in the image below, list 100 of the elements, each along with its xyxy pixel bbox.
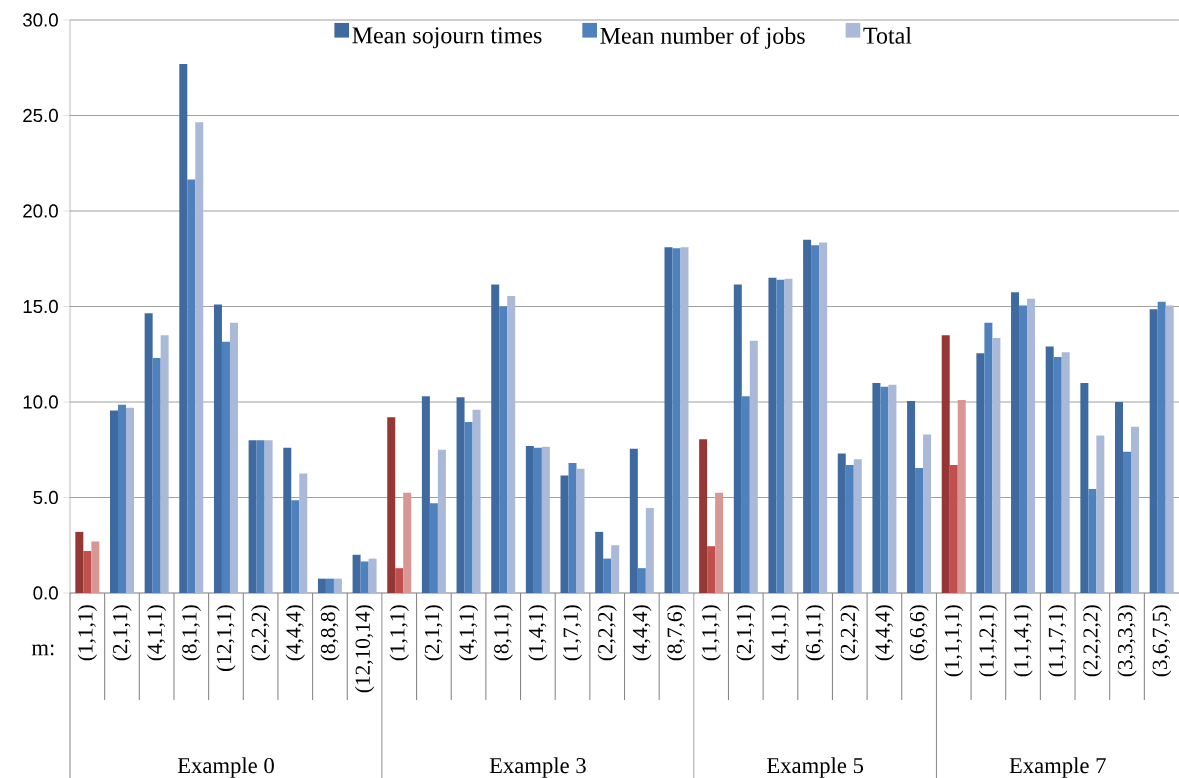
bar <box>352 554 361 593</box>
bar <box>525 445 534 593</box>
bar <box>715 492 724 593</box>
bar <box>1080 382 1089 593</box>
bar <box>152 358 161 593</box>
bar <box>429 503 438 593</box>
bar <box>1157 301 1166 593</box>
x-tick-label: (1,1,1) <box>77 605 98 661</box>
bar <box>325 578 334 593</box>
bar <box>1123 451 1132 593</box>
x-tick-label: (1,1,1) <box>389 605 409 661</box>
x-tick-label: (2,1,1) <box>424 605 444 661</box>
bar <box>568 463 577 593</box>
bar <box>395 568 404 593</box>
x-tick-label: (2,1,1) <box>112 605 132 661</box>
bar <box>629 448 638 593</box>
bar <box>784 278 793 593</box>
bar <box>603 558 612 593</box>
x-tick-label: (1,1,1,1) <box>944 605 964 677</box>
bar <box>803 239 812 593</box>
bar <box>776 279 785 593</box>
bar <box>707 546 716 593</box>
bar <box>541 446 550 593</box>
bar <box>819 242 828 593</box>
bar <box>368 558 377 593</box>
bar <box>741 396 750 593</box>
bar <box>1011 292 1020 593</box>
legend-label: Mean number of jobs <box>600 26 805 49</box>
x-tick-label: (4,4,4) <box>285 605 305 661</box>
bar <box>160 335 169 593</box>
y-tick-label: 10.0 <box>23 395 58 409</box>
bar <box>637 568 646 593</box>
bar <box>299 473 308 593</box>
text: Example 3 <box>489 757 586 778</box>
bar <box>144 313 153 593</box>
bar <box>853 459 862 593</box>
x-tick-label: (1,1,7,1) <box>1048 605 1068 677</box>
bar <box>499 306 508 593</box>
text: Example 5 <box>766 757 864 778</box>
text: Example 0 <box>177 757 274 778</box>
x-tick-label: (4,4,4) <box>632 605 652 661</box>
bar <box>907 401 916 593</box>
y-tick-label: 30.0 <box>23 13 58 27</box>
y-tick-label: 20.0 <box>23 204 58 218</box>
x-tick-label: (3,6,7,5) <box>1152 605 1172 677</box>
legend-label: Total <box>863 26 912 44</box>
bar <box>976 353 985 593</box>
bar <box>256 440 265 593</box>
bar <box>1027 298 1036 593</box>
bar <box>464 422 473 593</box>
bar <box>992 338 1001 593</box>
bar <box>872 382 881 593</box>
bar <box>576 468 585 593</box>
bar <box>1149 309 1158 593</box>
bar <box>1053 357 1062 593</box>
bar <box>1096 435 1105 593</box>
bar <box>333 578 342 593</box>
x-tick-label: (12,10,14) <box>354 605 375 693</box>
bar <box>264 440 273 593</box>
x-tick-label: (6,6,6) <box>909 605 929 661</box>
bar <box>699 439 708 593</box>
bar <box>507 295 516 593</box>
bar <box>229 322 238 593</box>
bar <box>421 396 430 593</box>
x-axis-title: m: <box>31 644 54 656</box>
x-tick-label: (8,1,1) <box>493 605 513 661</box>
bar <box>1045 346 1054 593</box>
bar <box>83 550 92 593</box>
y-tick-label: 15.0 <box>23 299 58 314</box>
bar <box>221 341 230 593</box>
x-tick-label: (1,1,4,1) <box>1013 605 1033 677</box>
bar <box>915 467 924 593</box>
x-tick-label: (2,2,2) <box>840 605 860 661</box>
bar <box>768 277 777 593</box>
x-tick-label: (4,1,1) <box>770 605 791 661</box>
bar <box>291 500 300 593</box>
x-tick-label: (3,3,3,3) <box>1117 605 1137 677</box>
bar <box>456 397 465 593</box>
x-tick-label: (2,2,2,2) <box>1082 605 1103 677</box>
legend-label: Mean sojourn times <box>352 27 542 49</box>
bar <box>560 475 569 593</box>
y-tick-label: 5.0 <box>33 490 58 505</box>
bar <box>187 179 196 593</box>
bar <box>1088 488 1097 593</box>
bar <box>837 453 846 593</box>
bar <box>179 63 188 593</box>
bar <box>248 440 257 593</box>
bar <box>595 531 604 593</box>
text: Example 7 <box>1009 757 1106 778</box>
bar <box>984 322 993 593</box>
bar <box>472 409 481 593</box>
x-tick-label: (12,1,1) <box>216 605 236 671</box>
x-tick-label: (8,7,6) <box>666 605 687 661</box>
bar <box>1019 305 1028 593</box>
bar <box>437 449 446 593</box>
bar <box>91 541 100 593</box>
x-tick-label: (4,4,4) <box>874 605 895 661</box>
x-tick-label: (1,4,1) <box>528 605 548 661</box>
x-tick-label: (1,7,1) <box>562 605 583 661</box>
bar <box>941 335 950 593</box>
